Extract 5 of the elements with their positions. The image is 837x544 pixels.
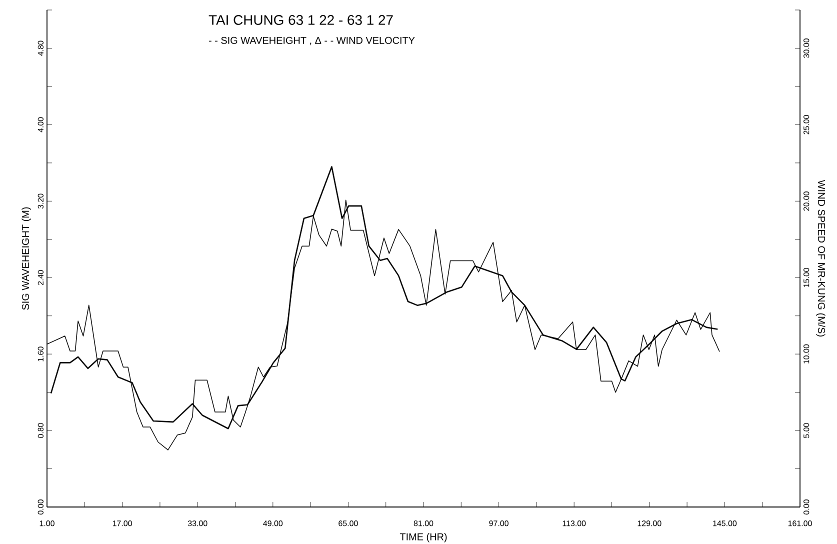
text: - - SIG WAVEHEIGHT , Δ - - WIND VELOCITY [208, 36, 415, 46]
y-axis-title: SIG WAVEHEIGHT (M) [22, 207, 31, 310]
y2-axis-title: WIND SPEED OF MR-KUNG (M/S) [816, 180, 826, 336]
x-axis-title: TIME (HR) [400, 533, 447, 542]
chart-title: TAI CHUNG 63 1 22 - 63 1 27 [208, 15, 393, 25]
